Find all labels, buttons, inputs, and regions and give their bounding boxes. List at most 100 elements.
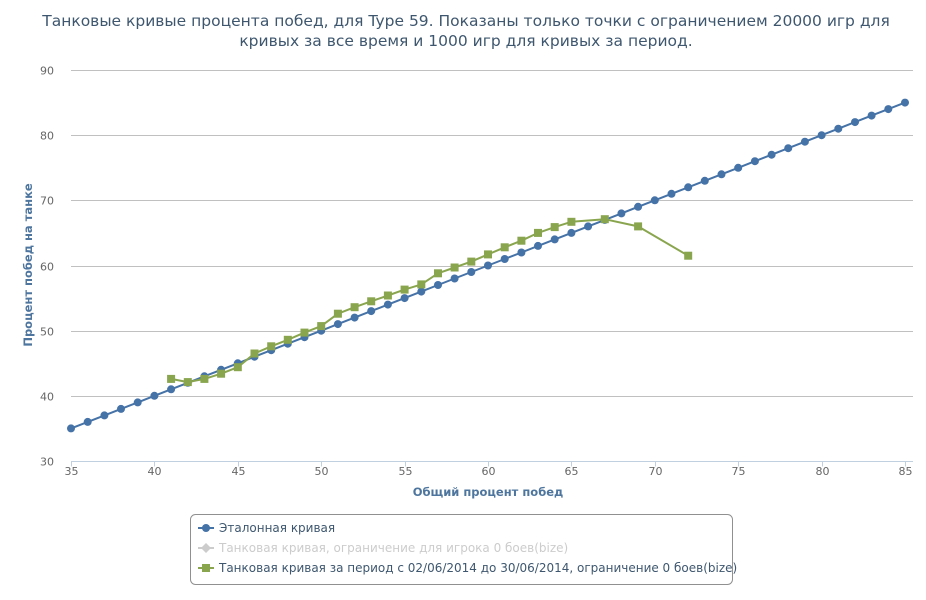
- x-tick-label: 75: [732, 465, 746, 478]
- y-tick-label: 40: [40, 391, 54, 404]
- data-point[interactable]: [417, 287, 426, 296]
- data-point[interactable]: [484, 261, 492, 270]
- data-point[interactable]: [567, 217, 576, 226]
- legend-label-player-limit: Танковая кривая, ограничение для игрока …: [218, 541, 568, 555]
- data-point[interactable]: [901, 98, 909, 107]
- data-point[interactable]: [550, 223, 559, 232]
- y-axis-title: Процент побед на танке: [21, 183, 35, 347]
- data-point[interactable]: [467, 268, 476, 276]
- x-axis: 35 40 45 50 55 60 65 70 75 80 85: [65, 461, 913, 478]
- x-tick-label: 50: [315, 465, 329, 478]
- data-point[interactable]: [167, 385, 176, 394]
- legend-label-period: Танковая кривая за период с 02/06/2014 д…: [218, 561, 737, 575]
- data-point[interactable]: [517, 248, 526, 257]
- data-point[interactable]: [617, 209, 626, 218]
- data-point[interactable]: [200, 374, 209, 383]
- data-point[interactable]: [250, 349, 259, 358]
- data-point[interactable]: [634, 222, 643, 231]
- y-tick-label: 60: [40, 261, 54, 274]
- data-point[interactable]: [817, 131, 826, 140]
- data-point[interactable]: [117, 404, 125, 413]
- data-point[interactable]: [650, 196, 659, 205]
- y-tick-label: 50: [40, 326, 54, 339]
- data-point[interactable]: [233, 363, 242, 372]
- data-point[interactable]: [100, 411, 109, 420]
- data-point[interactable]: [834, 124, 843, 133]
- data-point[interactable]: [867, 111, 876, 120]
- data-point[interactable]: [684, 251, 693, 260]
- series-2-line: [170, 218, 689, 384]
- data-point[interactable]: [350, 313, 359, 322]
- x-tick-label: 40: [148, 465, 162, 478]
- data-point[interactable]: [317, 322, 326, 331]
- y-axis: 30 40 50 60 70 80 90: [40, 65, 54, 469]
- data-point[interactable]: [367, 297, 376, 306]
- data-point[interactable]: [150, 391, 159, 400]
- x-axis-title: Общий процент побед: [413, 485, 564, 499]
- data-point[interactable]: [333, 320, 342, 329]
- data-point[interactable]: [283, 335, 292, 344]
- data-point[interactable]: [567, 228, 576, 237]
- grid: [71, 70, 913, 462]
- data-point[interactable]: [500, 243, 509, 252]
- data-point[interactable]: [217, 369, 226, 378]
- data-point[interactable]: [767, 150, 776, 159]
- plot-area: [67, 98, 909, 433]
- x-tick-label: 70: [649, 465, 663, 478]
- data-point[interactable]: [133, 398, 142, 407]
- data-point[interactable]: [750, 157, 759, 166]
- data-point[interactable]: [600, 215, 609, 224]
- data-point[interactable]: [734, 163, 743, 172]
- data-point[interactable]: [634, 202, 643, 211]
- data-point[interactable]: [667, 189, 676, 198]
- data-point[interactable]: [450, 274, 459, 283]
- data-point[interactable]: [383, 300, 392, 309]
- chart-title-line-2: кривых за все время и 1000 игр для кривы…: [239, 32, 692, 50]
- x-tick-label: 65: [565, 465, 579, 478]
- data-point[interactable]: [717, 170, 726, 179]
- legend-item-reference[interactable]: Эталонная кривая: [198, 521, 335, 535]
- data-point[interactable]: [400, 285, 409, 294]
- data-point[interactable]: [333, 309, 342, 318]
- data-point[interactable]: [167, 374, 176, 383]
- legend-label-reference: Эталонная кривая: [219, 521, 335, 535]
- data-point[interactable]: [784, 144, 793, 153]
- data-point[interactable]: [83, 417, 92, 426]
- data-point[interactable]: [851, 118, 859, 127]
- data-point[interactable]: [500, 255, 509, 263]
- data-point[interactable]: [267, 342, 276, 351]
- data-point[interactable]: [350, 303, 359, 312]
- data-point[interactable]: [700, 176, 709, 185]
- data-point[interactable]: [800, 137, 809, 146]
- legend-item-period[interactable]: Танковая кривая за период с 02/06/2014 д…: [198, 561, 737, 575]
- data-point[interactable]: [450, 263, 459, 272]
- data-point[interactable]: [417, 280, 426, 289]
- data-point[interactable]: [383, 291, 392, 300]
- data-point[interactable]: [183, 378, 192, 387]
- data-point[interactable]: [684, 183, 693, 192]
- x-tick-label: 55: [399, 465, 413, 478]
- data-point[interactable]: [434, 281, 442, 289]
- data-point[interactable]: [484, 250, 492, 259]
- data-point[interactable]: [434, 269, 442, 278]
- data-point[interactable]: [67, 424, 75, 433]
- data-point[interactable]: [584, 222, 593, 231]
- legend-item-player-limit[interactable]: Танковая кривая, ограничение для игрока …: [198, 541, 568, 555]
- y-tick-label: 30: [40, 456, 54, 469]
- y-tick-label: 80: [40, 130, 54, 143]
- data-point[interactable]: [534, 241, 542, 250]
- x-tick-label: 35: [65, 465, 79, 478]
- data-point[interactable]: [400, 294, 409, 303]
- data-point[interactable]: [550, 235, 559, 244]
- legend-box: [190, 514, 733, 585]
- data-point[interactable]: [367, 307, 376, 316]
- data-point[interactable]: [884, 105, 893, 114]
- x-tick-label: 45: [232, 465, 246, 478]
- data-point[interactable]: [467, 257, 476, 266]
- data-point[interactable]: [534, 228, 542, 237]
- x-tick-label: 85: [899, 465, 913, 478]
- legend-square-marker-icon: [202, 564, 210, 572]
- data-point[interactable]: [517, 236, 526, 245]
- data-point[interactable]: [300, 328, 309, 337]
